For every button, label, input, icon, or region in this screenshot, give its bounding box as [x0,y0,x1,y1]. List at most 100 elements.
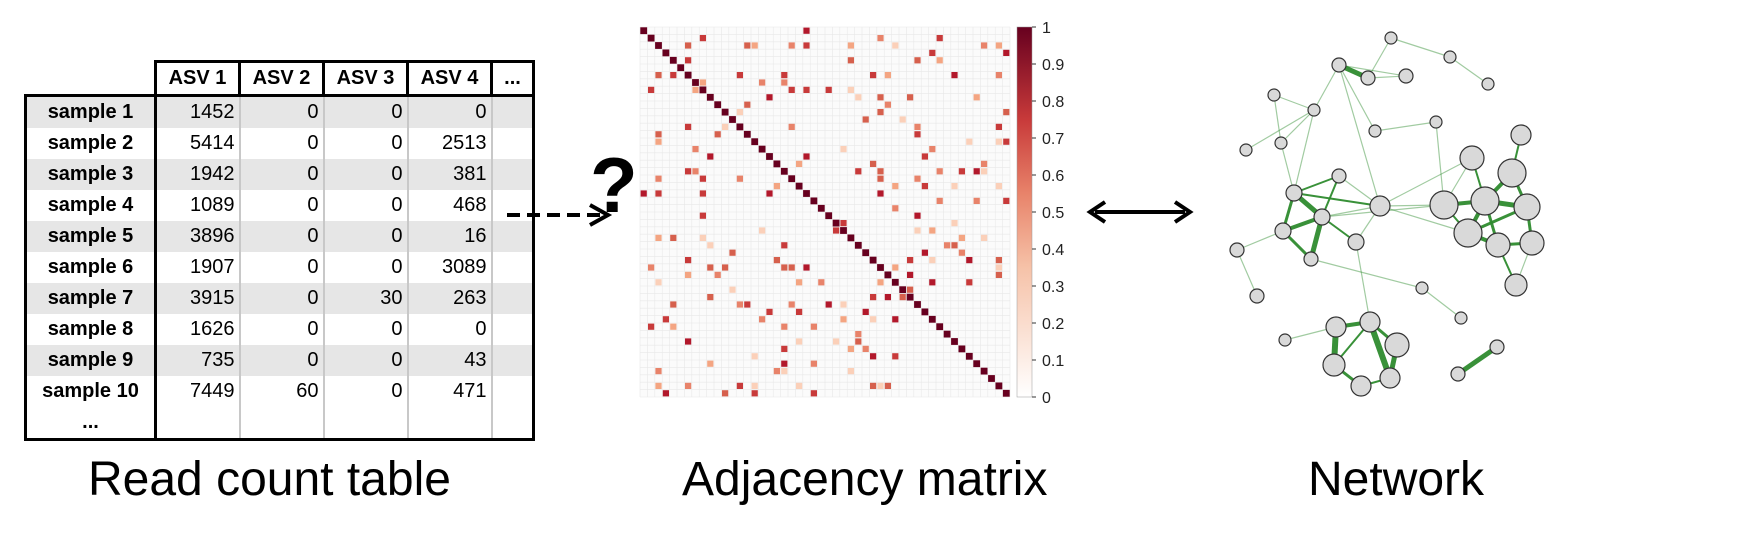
matrix-cell [1003,138,1010,145]
network-node [1274,136,1288,150]
table-row: sample 6 1907 0 0 3089 [24,252,535,283]
network-node [1497,158,1527,188]
matrix-cell [995,271,1002,278]
network-node [1513,193,1541,221]
matrix-cell [722,264,729,271]
matrix-cell [648,323,655,330]
table-cell: 3896 [154,221,241,252]
network-edge [1379,205,1469,234]
adjacency-matrix [639,26,1011,398]
matrix-cell [699,79,706,86]
matrix-cell [847,57,854,64]
matrix-cell [958,234,965,241]
matrix-diagonal-cell [714,101,722,109]
network-node [1398,68,1414,84]
matrix-cell [921,183,928,190]
matrix-cell [781,345,788,352]
matrix-diagonal-cell [958,345,966,353]
matrix-cell [929,227,936,234]
column-header: ASV 3 [322,60,409,97]
network-node [1331,168,1347,184]
matrix-cell [655,131,662,138]
network-edge [1456,344,1499,377]
row-header: sample 3 [24,159,157,190]
matrix-cell [914,131,921,138]
matrix-cell [862,345,869,352]
matrix-cell [685,271,692,278]
matrix-cell [714,131,721,138]
matrix-cell [648,264,655,271]
network-node [1450,366,1466,382]
matrix-diagonal-cell [832,219,840,227]
network-node [1415,281,1429,295]
table-cell: 0 [322,159,409,190]
table-cell: 5414 [154,128,241,159]
row-header: sample 5 [24,221,157,252]
matrix-cell [825,86,832,93]
colorbar-tick-label: 0 [1042,390,1051,407]
matrix-cell [655,279,662,286]
matrix-cell [833,227,840,234]
matrix-cell [655,72,662,79]
matrix-cell [788,86,795,93]
table-cell-more [490,94,535,128]
matrix-cell [788,123,795,130]
table-cell: 1089 [154,190,241,221]
table-cell: 3915 [154,283,241,314]
matrix-cell [884,101,891,108]
matrix-cell [818,279,825,286]
matrix-cell [951,242,958,249]
dashed-arrow [507,203,613,227]
network-node [1267,88,1281,102]
matrix-cell [788,301,795,308]
table-cell: 60 [238,376,325,407]
matrix-cell [936,35,943,42]
network-node [1510,124,1532,146]
network-node [1470,186,1500,216]
network-node [1303,251,1319,267]
matrix-cell [862,308,869,315]
matrix-cell [773,183,780,190]
table-cell: 0 [322,221,409,252]
matrix-cell [803,27,810,34]
matrix-cell [951,183,958,190]
row-header: sample 7 [24,283,157,314]
table-cell-more [490,128,535,159]
matrix-cell [751,42,758,49]
network-edge [1374,121,1437,132]
matrix-cell [877,109,884,116]
matrix-cell [773,368,780,375]
matrix-cell [995,257,1002,264]
matrix-cell [833,338,840,345]
network-edge [1293,109,1315,194]
matrix-cell [951,72,958,79]
matrix-cell [973,197,980,204]
matrix-cell [692,168,699,175]
matrix-diagonal-cell [914,301,921,308]
matrix-diagonal-cell [869,256,877,264]
matrix-cell [870,72,877,79]
matrix-cell [714,271,721,278]
matrix-cell [892,205,899,212]
row-header: sample 6 [24,252,157,283]
matrix-cell [736,301,743,308]
matrix-cell [847,345,854,352]
matrix-cell [958,249,965,256]
matrix-cell [981,160,988,167]
table-cell: 0 [238,128,325,159]
matrix-cell [995,183,1002,190]
matrix-cell [899,294,906,301]
matrix-cell [692,86,699,93]
matrix-cell [899,116,906,123]
network-node [1313,208,1331,226]
matrix-cell [685,338,692,345]
matrix-cell [685,42,692,49]
network-node [1368,124,1382,138]
table-cell: 0 [322,345,409,376]
matrix-cell [884,294,891,301]
table-body: sample 1 1452 0 0 0 sample 2 5414 0 0 2513 sample … [24,94,535,441]
matrix-cell [692,146,699,153]
matrix-cell [707,294,714,301]
table-cell-more [490,252,535,283]
network-edge [1449,56,1489,85]
